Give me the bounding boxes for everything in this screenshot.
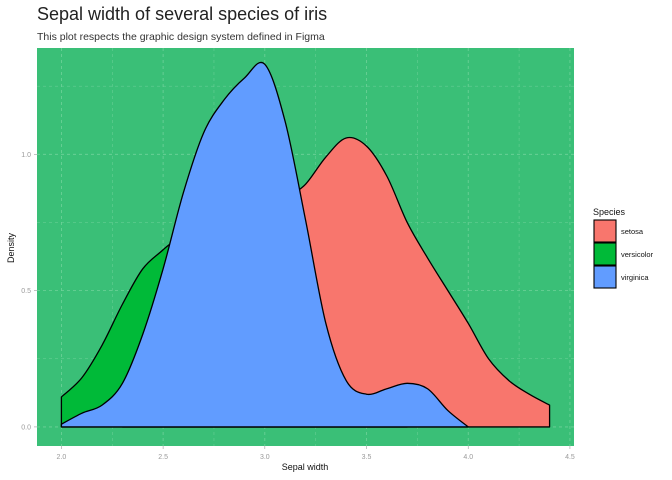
x-tick-label: 4.0 (463, 454, 473, 461)
y-tick-label: 0.0 (21, 424, 31, 431)
x-axis-title: Sepal width (282, 462, 329, 472)
chart-title: Sepal width of several species of iris (37, 4, 328, 24)
x-tick-label: 3.5 (362, 454, 372, 461)
x-tick-label: 4.5 (565, 454, 575, 461)
legend-title: Species (593, 207, 626, 217)
legend-label-versicolor: versicolor (621, 250, 654, 259)
density-areas (60, 61, 551, 428)
density-area-virginica (60, 61, 469, 428)
x-tick-label: 2.5 (158, 454, 168, 461)
x-tick-label: 2.0 (57, 454, 67, 461)
y-tick-label: 0.5 (21, 288, 31, 295)
x-tick-label: 3.0 (260, 454, 270, 461)
legend-label-setosa: setosa (621, 227, 644, 236)
legend-key-virginica (593, 265, 617, 289)
legend-key-setosa (593, 219, 617, 243)
y-axis-ticks: 0.0 0.5 1.0 (21, 152, 37, 431)
chart-subtitle: This plot respects the graphic design sy… (37, 31, 325, 43)
y-axis-title: Density (6, 232, 16, 263)
legend-label-virginica: virginica (621, 273, 649, 282)
legend-key-versicolor (593, 242, 617, 266)
y-tick-label: 1.0 (21, 152, 31, 159)
legend: Species setosa versicolor virginica (593, 207, 654, 289)
x-axis-ticks: 2.0 2.5 3.0 3.5 4.0 4.5 (57, 446, 575, 461)
